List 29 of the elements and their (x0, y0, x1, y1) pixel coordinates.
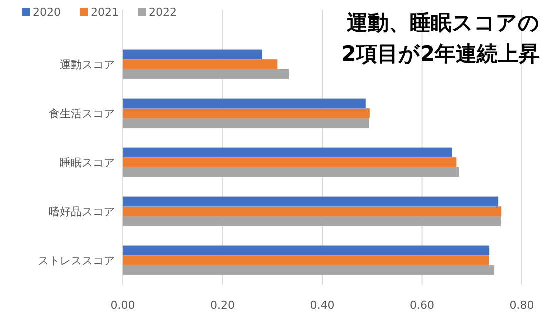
bar (123, 60, 278, 70)
bar (123, 118, 370, 128)
legend-label: 2020 (33, 6, 61, 19)
y-tick-label: 睡眠スコア (60, 156, 115, 170)
x-tick-label: 0.00 (110, 299, 136, 312)
x-tick-label: 0.40 (310, 299, 335, 312)
legend-label: 2021 (91, 6, 119, 19)
x-tick-label: 0.60 (410, 299, 434, 312)
bar (123, 246, 490, 256)
bar (123, 108, 370, 118)
text: 運動、睡眠スコアの 2項目が2年連続上昇 (342, 11, 540, 66)
bar (123, 265, 495, 276)
legend-label: 2022 (149, 6, 177, 19)
bar (123, 50, 262, 60)
y-tick-label: 運動スコア (60, 58, 115, 72)
bar (123, 98, 366, 109)
bar (123, 196, 499, 207)
bar (123, 158, 457, 168)
x-tick-label: 0.20 (210, 299, 235, 312)
bar (123, 206, 502, 216)
y-tick-label: 食生活スコア (49, 107, 115, 120)
bar (123, 256, 490, 266)
bar (123, 167, 460, 178)
y-tick-label: 嗜好品スコア (49, 205, 115, 218)
bar (123, 148, 452, 158)
y-tick-label: ストレススコア (38, 254, 115, 268)
bar (123, 216, 502, 226)
bar (123, 69, 290, 80)
x-tick-label: 0.80 (510, 299, 534, 312)
